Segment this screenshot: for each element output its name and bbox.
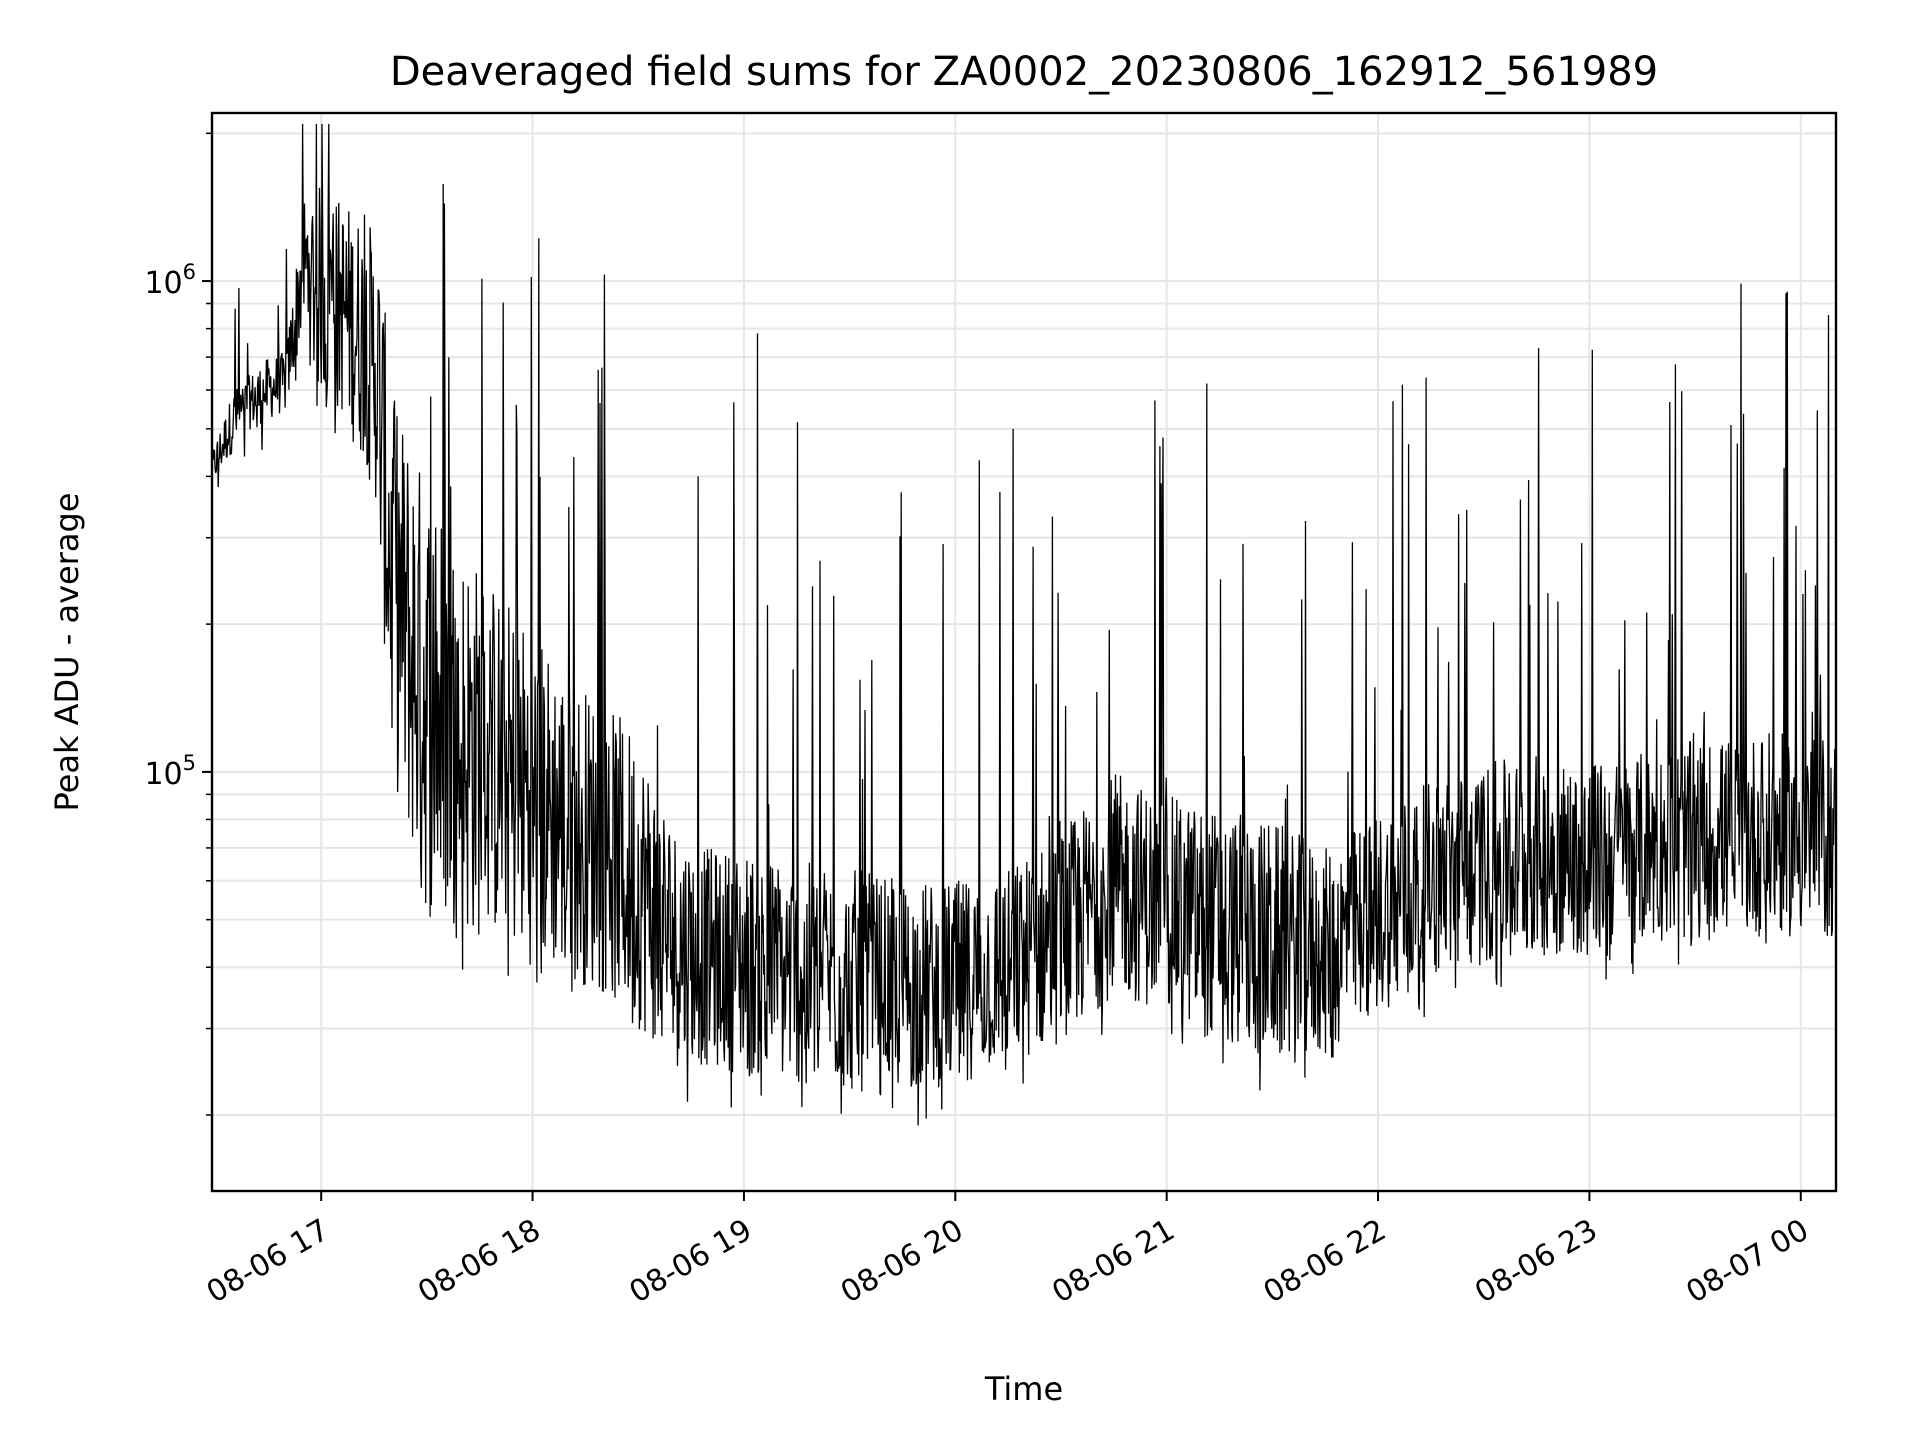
y-axis-label: Peak ADU - average: [48, 493, 86, 812]
x-axis-label: Time: [984, 1370, 1063, 1408]
plot-frame: [210, 111, 1838, 1193]
chart-title: Deaveraged field sums for ZA0002_2023080…: [390, 49, 1658, 95]
y-tick-label: 106: [144, 260, 196, 301]
y-tick-label: 105: [144, 751, 196, 792]
data-layer: [211, 123, 1837, 1126]
series-line: [211, 123, 1837, 1126]
